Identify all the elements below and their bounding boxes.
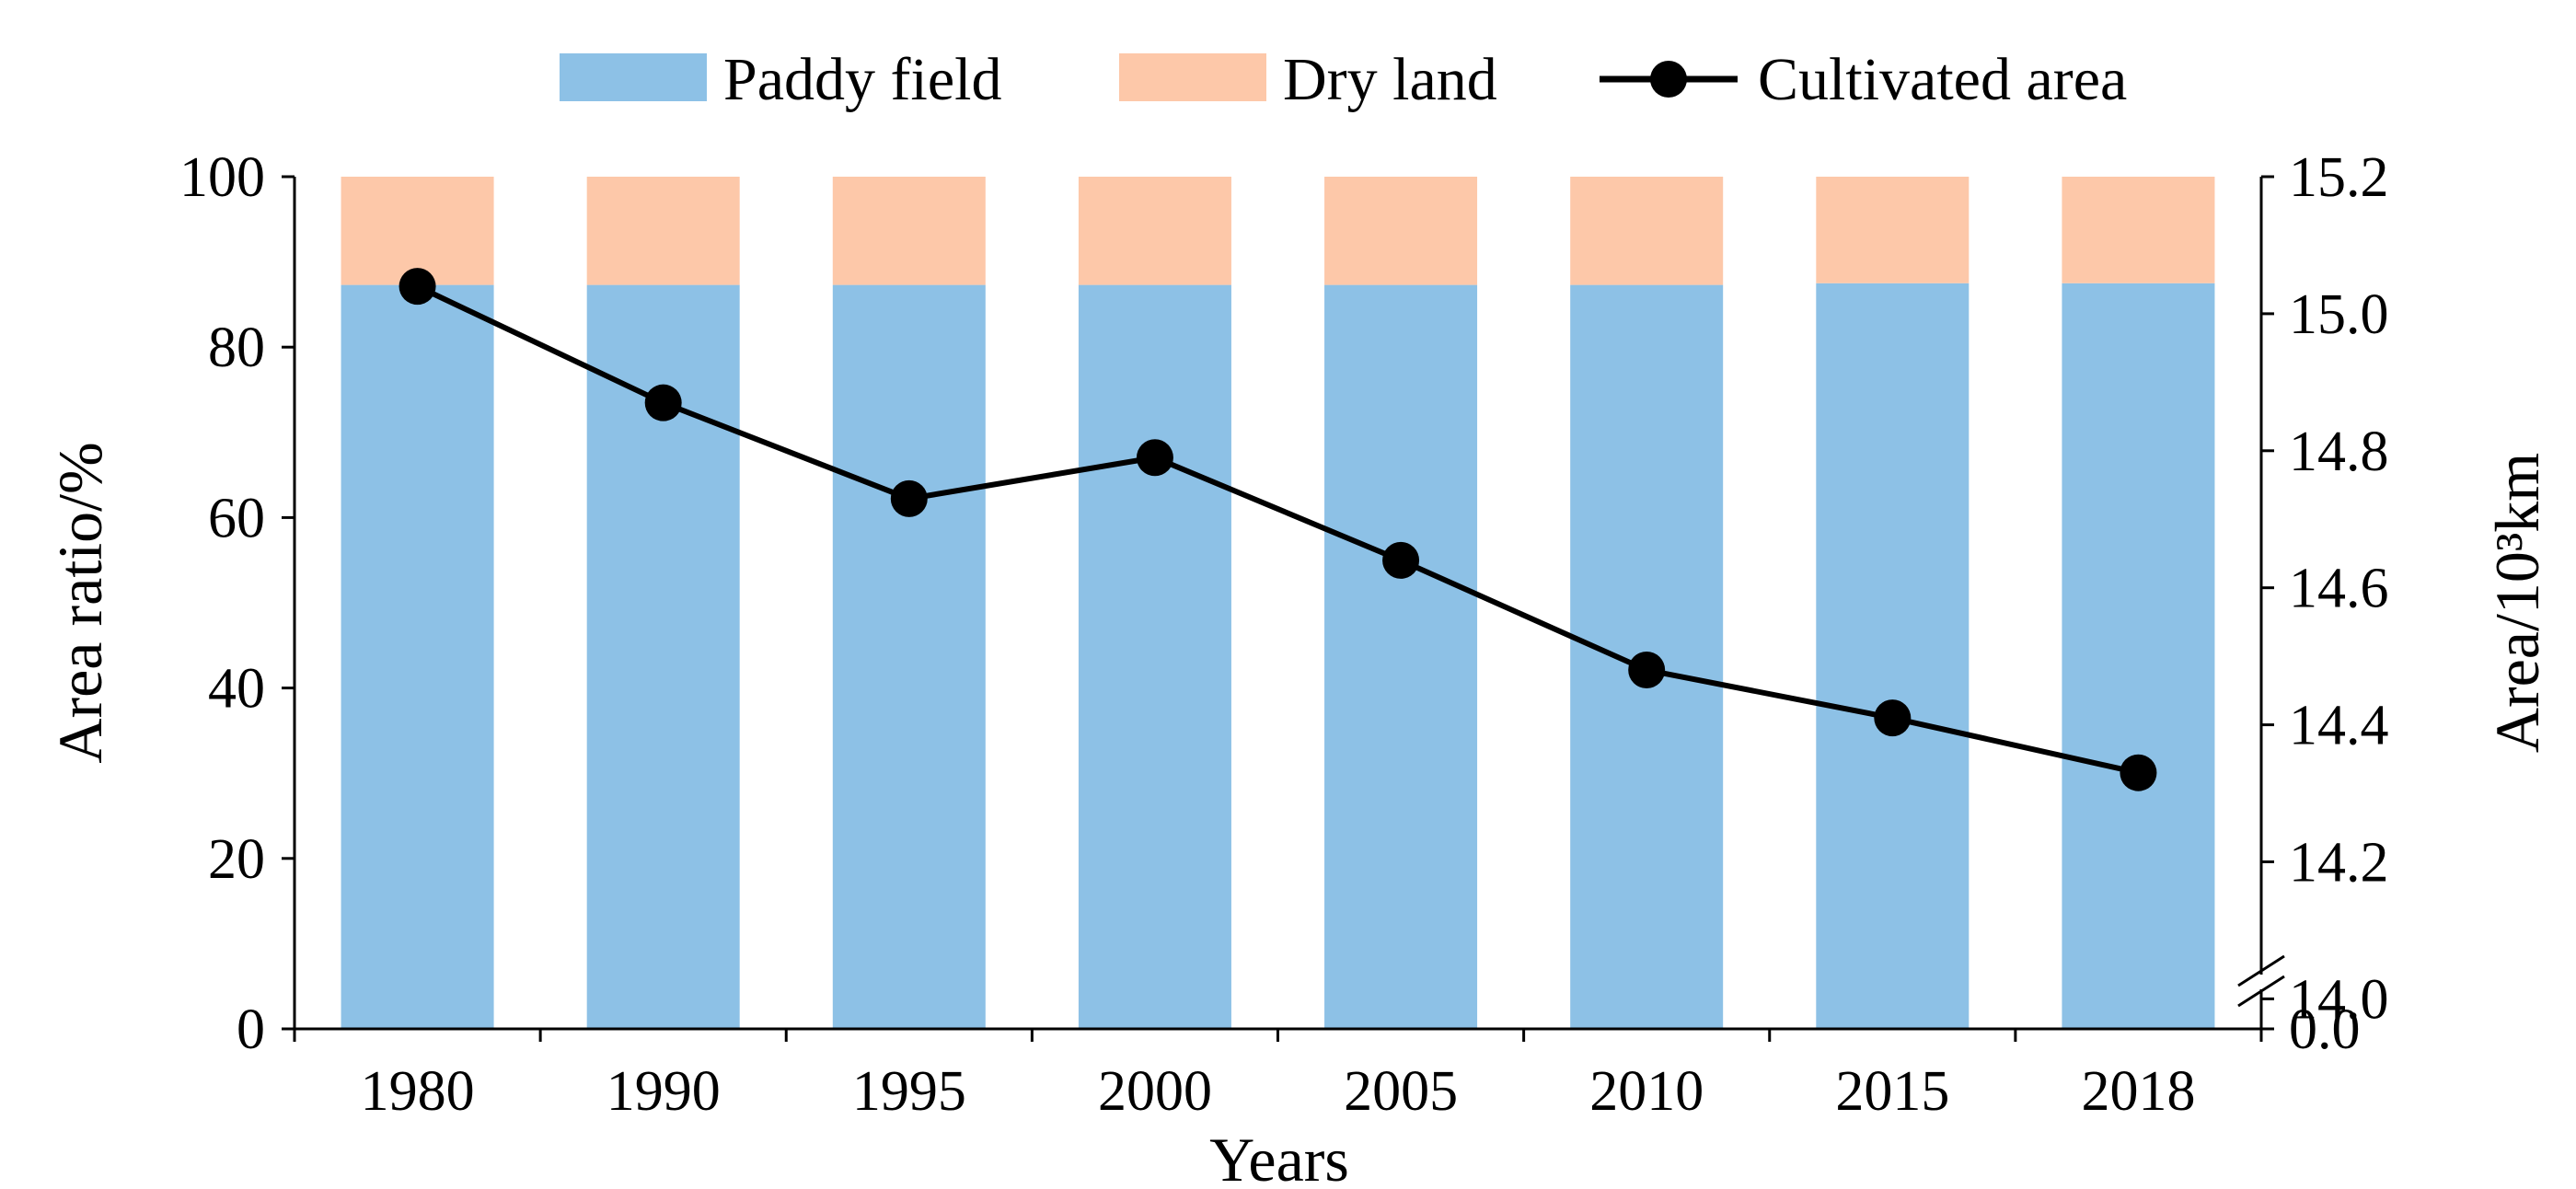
right-tick-label-15.0: 15.0	[2289, 283, 2389, 346]
left-tick-label-80: 80	[208, 317, 265, 379]
right-tick-label-14.2: 14.2	[2289, 831, 2389, 894]
series-line-cultivated-area	[416, 283, 2140, 776]
bar-dry-land-2005	[1324, 177, 1478, 285]
point-cultivated-area-2005	[1382, 541, 1420, 579]
bars-layer	[341, 177, 2215, 1029]
bar-dry-land-2000	[1078, 177, 1231, 285]
x-ticks: 1980 1990 1995 2000 2005 2010 2015 2018	[293, 1029, 2263, 1123]
right-tick-label-zero: 0.0	[2289, 999, 2361, 1061]
right-tick-label-15.2: 15.2	[2289, 146, 2389, 209]
x-tick-label-1980: 1980	[361, 1060, 475, 1123]
legend-swatch-paddy-field	[560, 53, 707, 101]
legend-label-dry-land: Dry land	[1283, 46, 1497, 113]
left-tick-label-40: 40	[208, 658, 265, 721]
x-tick-label-2015: 2015	[1835, 1060, 1949, 1123]
x-tick-label-2005: 2005	[1344, 1060, 1458, 1123]
point-cultivated-area-1995	[890, 479, 928, 517]
right-tick-label-14.0: 14.0	[2289, 968, 2389, 1031]
bar-paddy-field-1995	[832, 284, 986, 1029]
left-tick-label-0: 0	[237, 999, 265, 1061]
bar-paddy-field-2015	[1816, 283, 1970, 1029]
bar-dry-land-2018	[2062, 177, 2215, 283]
bar-dry-land-2010	[1570, 177, 1724, 285]
bar-paddy-field-2018	[2062, 283, 2215, 1029]
point-cultivated-area-2000	[1136, 439, 1173, 477]
point-cultivated-area-2010	[1628, 652, 1666, 689]
point-cultivated-area-1990	[644, 384, 682, 421]
legend-label-paddy-field: Paddy field	[723, 46, 1001, 113]
bar-dry-land-1995	[832, 177, 986, 285]
legend-label-cultivated-area: Cultivated area	[1758, 46, 2127, 113]
axis-break-mark-lower	[2237, 975, 2285, 1008]
right-ticks: 14.0 14.2 14.4 14.6 14.8 15.0 15.2 0.0	[2261, 146, 2389, 1061]
x-tick-label-2000: 2000	[1098, 1060, 1212, 1123]
point-cultivated-area-2015	[1874, 699, 1912, 737]
right-tick-label-14.4: 14.4	[2289, 695, 2389, 757]
x-tick-label-1990: 1990	[606, 1060, 721, 1123]
left-tick-label-100: 100	[179, 146, 265, 209]
left-axis-title: Area ratio/%	[45, 442, 115, 763]
legend: Paddy field Dry land Cultivated area	[560, 46, 2127, 113]
legend-swatch-dry-land	[1119, 53, 1266, 101]
point-cultivated-area-2018	[2120, 754, 2157, 791]
axis-break-mark-upper	[2237, 954, 2285, 987]
x-axis-title: Years	[1209, 1125, 1349, 1189]
bar-dry-land-1980	[341, 177, 494, 285]
bar-dry-land-2015	[1816, 177, 1970, 283]
line-layer	[399, 268, 2157, 791]
left-tick-label-60: 60	[208, 487, 265, 549]
bar-paddy-field-2005	[1324, 284, 1478, 1029]
bar-paddy-field-1980	[341, 284, 494, 1029]
right-tick-label-14.8: 14.8	[2289, 421, 2389, 483]
point-cultivated-area-1980	[399, 268, 436, 306]
left-ticks: 0 20 40 60 80 100	[179, 146, 295, 1061]
legend-marker-cultivated-area	[1650, 61, 1687, 98]
left-tick-label-20: 20	[208, 828, 265, 891]
x-tick-label-2010: 2010	[1589, 1060, 1704, 1123]
x-tick-label-2018: 2018	[2081, 1060, 2195, 1123]
bar-dry-land-1990	[586, 177, 740, 285]
right-tick-label-14.6: 14.6	[2289, 558, 2389, 620]
x-tick-label-1995: 1995	[852, 1060, 966, 1123]
bar-paddy-field-2000	[1078, 284, 1231, 1029]
right-axis-title: Area/10³km	[2482, 453, 2552, 753]
